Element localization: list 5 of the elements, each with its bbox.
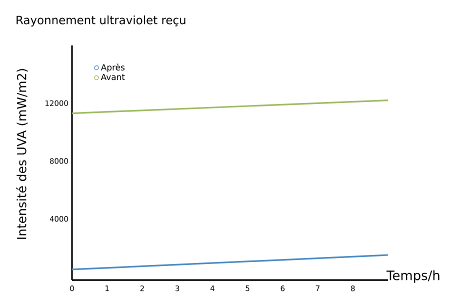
y-axis-title: Intensité des UVA (mW/m2) bbox=[16, 68, 28, 239]
legend-label: Avant bbox=[100, 74, 125, 80]
chart-title: Rayonnement ultraviolet reçu bbox=[16, 15, 186, 27]
x-axis-title: Temps/h bbox=[386, 270, 440, 283]
legend-label: Après bbox=[100, 64, 125, 72]
